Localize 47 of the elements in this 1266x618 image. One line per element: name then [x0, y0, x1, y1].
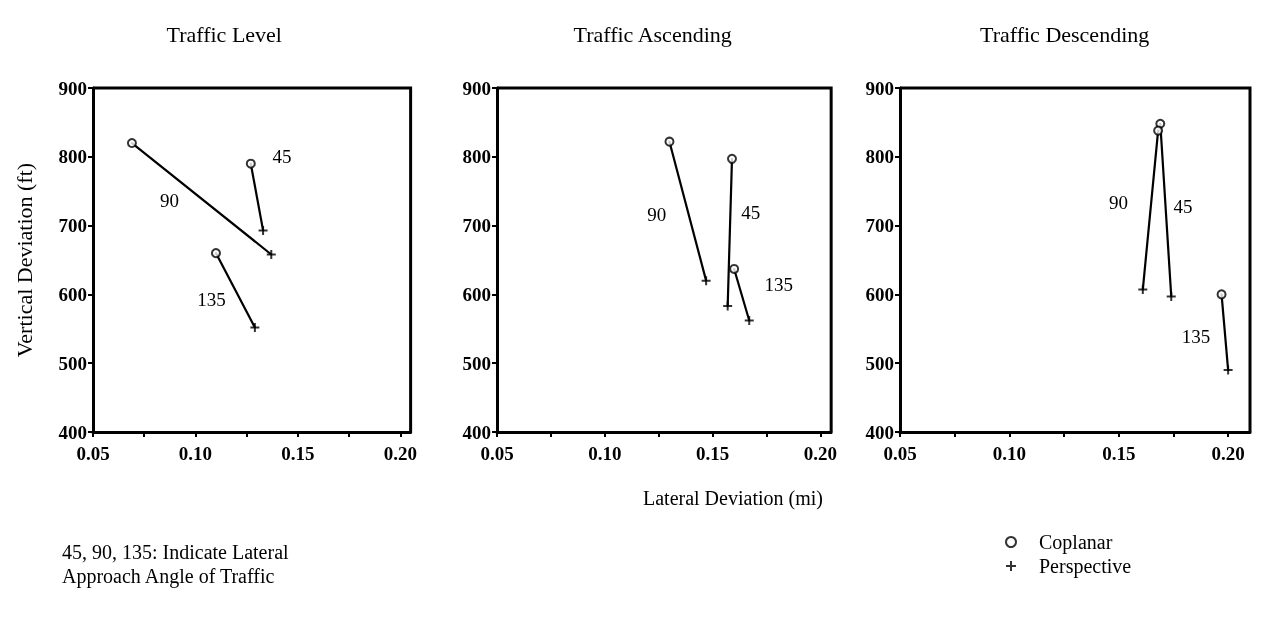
x-tick-label: 0.15 — [1102, 443, 1136, 464]
y-tick-label: 400 — [865, 421, 894, 443]
y-tick-label: 600 — [462, 283, 491, 305]
y-tick-label: 800 — [462, 146, 491, 168]
legend-label: Coplanar — [1039, 531, 1113, 554]
annotation: 45 — [1173, 196, 1193, 218]
y-tick-label: 800 — [58, 146, 87, 168]
y-tick-label: 700 — [58, 215, 87, 237]
x-tick-label: 0.15 — [281, 443, 315, 464]
x-tick-label: 0.10 — [588, 443, 622, 464]
chart-title: Traffic Level — [166, 21, 282, 47]
y-tick-label: 400 — [462, 421, 491, 443]
x-tick-label: 0.15 — [695, 443, 730, 464]
y-tick-label: 700 — [865, 215, 894, 237]
annotation: 135 — [197, 288, 226, 310]
y-tick-label: 800 — [865, 146, 894, 168]
annotation: 45 — [741, 201, 761, 223]
annotation: 45 — [272, 146, 292, 168]
x-tick-label: 0.05 — [883, 443, 917, 464]
annotation: 90 — [647, 203, 667, 225]
y-tick-label: 500 — [865, 352, 894, 374]
y-tick-label: 500 — [58, 352, 87, 374]
x-tick-label: 0.05 — [480, 443, 514, 464]
x-tick-label: 0.20 — [383, 443, 417, 464]
y-tick-label: 600 — [865, 283, 894, 305]
x-tick-label: 0.10 — [992, 443, 1026, 464]
x-tick-label: 0.20 — [803, 443, 837, 464]
x-tick-label: 0.10 — [178, 443, 213, 464]
y-tick-label: 900 — [58, 77, 87, 99]
annotation: 90 — [1109, 192, 1129, 214]
y-tick-label: 900 — [462, 77, 491, 99]
y-tick-label: 400 — [58, 421, 87, 443]
annotation: 90 — [160, 190, 180, 212]
y-tick-label: 500 — [462, 352, 491, 374]
chart-title: Traffic Ascending — [573, 21, 732, 47]
legend-label: Perspective — [1039, 555, 1132, 578]
y-axis-title: Vertical Deviation (ft) — [11, 162, 37, 358]
y-tick-label: 700 — [462, 215, 491, 237]
x-tick-label: 0.20 — [1211, 443, 1245, 464]
annotation: 135 — [1181, 325, 1211, 347]
y-tick-label: 900 — [865, 77, 894, 99]
chart-title: Traffic Descending — [980, 21, 1150, 47]
y-tick-label: 600 — [58, 283, 87, 305]
x-axis-title: Lateral Deviation (mi) — [643, 487, 823, 510]
x-tick-label: 0.05 — [76, 443, 110, 464]
text: 45, 90, 135: Indicate Lateral Approach Angle of Traffic — [62, 541, 294, 588]
annotation: 135 — [764, 273, 794, 295]
